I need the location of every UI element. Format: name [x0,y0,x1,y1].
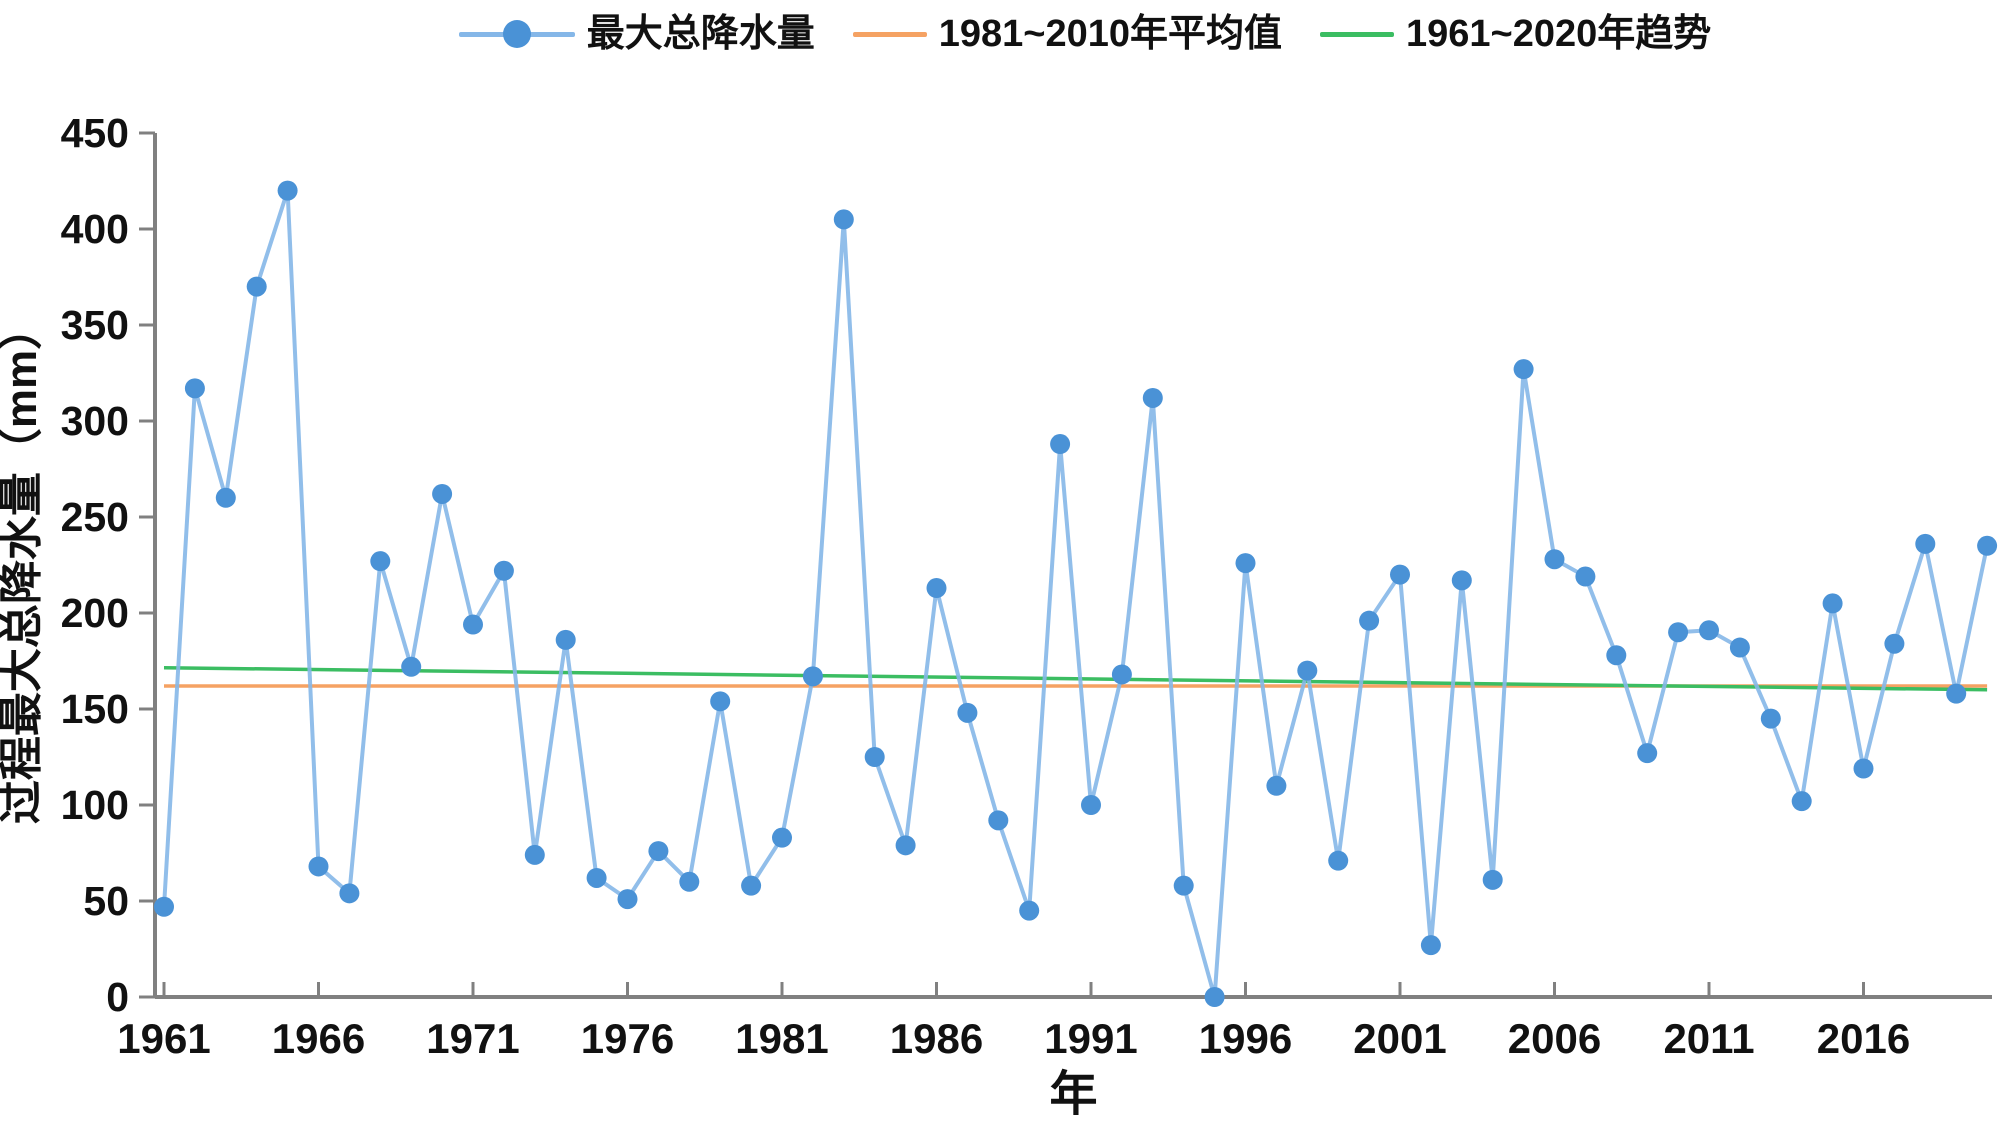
data-point [493,560,514,581]
data-point [1853,758,1874,779]
x-tick-label: 2006 [1508,1015,1601,1062]
y-axis-title: 过程最大总降水量（mm） [0,306,46,824]
legend-item-max-precip: 最大总降水量 [458,13,815,55]
data-point [154,896,174,917]
x-tick-label: 1986 [890,1015,983,1062]
y-tick-label: 250 [61,494,129,540]
data-point [524,844,545,865]
data-point [957,702,978,723]
y-tick-label: 400 [61,206,129,252]
x-tick-label: 1961 [117,1015,210,1062]
legend-label-average: 1981~2010年平均值 [938,13,1282,55]
data-point [1081,795,1101,815]
data-point [432,483,453,504]
data-point [1173,875,1194,896]
chart-legend: 最大总降水量 1981~2010年平均值 1961~2020年趋势 [0,6,2000,62]
y-tick-label: 100 [61,782,129,828]
data-point [1297,660,1318,681]
y-tick-label: 50 [83,878,129,924]
x-tick-label: 1981 [735,1015,828,1062]
x-tick-label: 2011 [1663,1015,1754,1062]
data-point [1946,683,1967,704]
data-point [1729,637,1750,658]
data-point [555,629,576,650]
data-point [370,551,391,572]
data-point [1791,791,1812,812]
data-point [1606,645,1627,666]
data-point [772,827,792,848]
data-point [833,209,854,230]
data-point [926,578,947,599]
x-tick-label: 2016 [1817,1015,1910,1062]
data-point [1050,434,1071,455]
data-point [1513,359,1534,380]
y-tick-label: 200 [61,590,129,636]
x-tick-label: 1976 [581,1015,674,1062]
trend-line [163,665,1988,692]
data-point [1111,664,1132,685]
data-point [1266,775,1287,796]
x-tick-label: 1971 [426,1015,519,1062]
data-point [184,378,205,399]
legend-label-series: 最大总降水量 [586,13,815,55]
data-point [1575,566,1596,587]
x-tick-label: 1996 [1199,1015,1292,1062]
data-point [1451,570,1472,591]
data-point [1760,708,1781,729]
y-tick-label: 300 [61,398,129,444]
data-point [339,883,360,904]
legend-item-trend: 1961~2020年趋势 [1320,15,1711,53]
x-tick-label: 2001 [1353,1015,1446,1062]
data-point [1668,622,1689,643]
data-point [617,889,638,910]
series-polyline [162,188,1990,999]
series-marker-icon [458,19,575,49]
data-point [895,835,916,856]
x-axis-title: 年 [1049,1068,1097,1121]
x-tick-label: 1966 [272,1015,365,1062]
data-point [1235,553,1256,574]
data-point [586,867,607,888]
data-point [1019,900,1040,921]
data-point [1482,869,1503,890]
data-point [741,875,762,896]
data-point [988,810,1009,831]
y-tick-label: 350 [61,302,129,348]
data-point [463,614,483,635]
data-point [679,871,700,892]
x-tick-label: 1991 [1044,1015,1137,1062]
data-point [246,276,267,297]
data-point [1420,935,1441,956]
data-point [1544,549,1565,570]
data-point [864,747,885,767]
data-point [710,691,731,712]
data-point [1915,533,1936,554]
data-point [1142,387,1163,408]
data-point [215,487,236,508]
data-point [1884,633,1905,654]
data-point [1359,610,1380,631]
y-tick-label: 450 [61,110,129,156]
data-point [802,666,823,687]
series-dot-swatch [502,20,531,48]
data-point [1699,620,1719,641]
trend-line-swatch [1320,31,1394,37]
data-point [277,180,298,201]
data-point [401,656,422,677]
legend-item-average: 1981~2010年平均值 [852,13,1282,55]
data-point [1204,987,1225,1007]
data-point [1977,535,1998,556]
data-point [1328,850,1349,871]
data-point [648,841,669,862]
average-line-swatch [852,31,927,37]
y-tick-label: 150 [61,686,129,732]
data-point [1822,593,1843,614]
data-point [1390,564,1410,585]
y-tick-label: 0 [106,974,129,1020]
data-point [308,856,329,877]
legend-label-trend: 1961~2020年趋势 [1406,13,1712,55]
data-point [1637,743,1658,764]
